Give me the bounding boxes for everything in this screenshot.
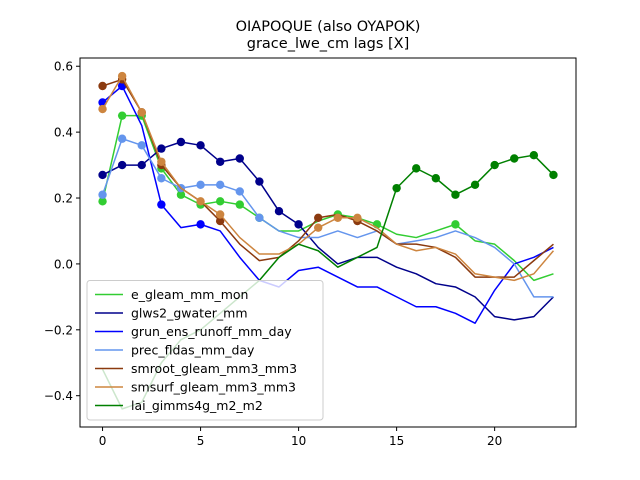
legend-label: e_gleam_mm_mon: [131, 287, 248, 302]
data-point: [137, 108, 146, 117]
data-point: [157, 174, 166, 183]
data-point: [157, 144, 166, 153]
data-point: [98, 104, 107, 114]
axes-layer: 0 5 10 15 20 −0.4 −0.2 0.0 0.2 0.4 0.6: [44, 60, 502, 448]
data-point: [157, 157, 166, 166]
legend: e_gleam_mm_mon glws2_gwater_mm grun_ens_ru…: [86, 280, 324, 421]
series-layer: [98, 71, 558, 410]
data-point: [176, 190, 186, 199]
data-point: [215, 180, 225, 190]
x-tick-label: 15: [389, 434, 404, 448]
x-tick-label: 10: [291, 434, 306, 448]
y-tick-label: −0.4: [44, 389, 73, 403]
series-line-grun_ens_runoff_mm_day: [102, 85, 554, 324]
data-point: [510, 154, 519, 163]
y-tick-label: 0.4: [54, 126, 73, 140]
data-point: [294, 220, 303, 229]
data-point: [117, 111, 127, 120]
legend-label: smroot_gleam_mm3_mm3: [131, 361, 297, 376]
x-tick-label: 5: [197, 434, 205, 448]
data-point: [451, 190, 460, 199]
data-point: [215, 210, 225, 219]
data-point: [196, 141, 205, 150]
legend-item: smsurf_gleam_mm3_mm3: [95, 380, 296, 395]
legend-box: [86, 280, 324, 421]
legend-item: smroot_gleam_mm3_mm3: [95, 361, 297, 376]
data-point: [157, 200, 166, 209]
chart-subtitle: grace_lwe_cm lags [X]: [247, 36, 410, 52]
data-point: [98, 190, 107, 199]
data-point: [98, 81, 107, 91]
legend-label: grun_ens_runoff_mm_day: [131, 324, 292, 339]
data-point: [431, 174, 441, 183]
data-point: [215, 157, 225, 166]
legend-item: prec_fldas_mm_day: [95, 343, 255, 358]
y-tick-label: 0.6: [54, 60, 73, 74]
data-point: [215, 216, 225, 226]
data-point: [137, 141, 146, 150]
data-point: [196, 197, 205, 206]
legend-item: lai_gimms4g_m2_m2: [95, 398, 263, 413]
data-point: [314, 213, 323, 222]
legend-item: glws2_gwater_mm: [95, 306, 248, 321]
data-point: [98, 197, 107, 206]
y-tick-label: 0.2: [54, 192, 73, 206]
data-point: [470, 180, 480, 190]
legend-label: lai_gimms4g_m2_m2: [131, 398, 263, 413]
data-point: [117, 134, 127, 143]
data-point: [235, 200, 244, 209]
data-point: [235, 154, 244, 163]
data-point: [215, 197, 225, 206]
data-point: [392, 183, 401, 193]
series-line-smsurf_gleam_mm3_mm3: [101, 75, 555, 282]
data-point: [333, 213, 342, 222]
data-point: [451, 220, 460, 229]
data-point: [314, 223, 323, 232]
data-point: [196, 180, 205, 190]
plot-frame: [79, 57, 577, 428]
legend-item: grun_ens_runoff_mm_day: [95, 324, 292, 339]
data-point: [549, 170, 558, 180]
data-point: [176, 137, 186, 147]
x-tick-label: 20: [487, 434, 502, 448]
data-point: [353, 213, 362, 222]
y-tick-label: −0.2: [44, 323, 73, 337]
data-point: [255, 177, 264, 186]
legend-label: smsurf_gleam_mm3_mm3: [131, 380, 296, 395]
legend-label: prec_fldas_mm_day: [131, 343, 255, 358]
data-point: [235, 187, 244, 196]
chart-title: OIAPOQUE (also OYAPOK): [236, 19, 421, 35]
x-tick-label: 0: [99, 434, 107, 448]
legend-item: e_gleam_mm_mon: [95, 287, 248, 302]
data-point: [98, 170, 107, 180]
data-point: [117, 160, 127, 170]
series-smsurf_gleam_mm3_mm3: [98, 71, 555, 282]
data-point: [529, 150, 539, 160]
data-point: [412, 164, 421, 173]
data-point: [137, 160, 146, 170]
data-point: [196, 220, 205, 229]
data-point: [490, 160, 499, 170]
data-point: [274, 207, 284, 216]
series-glws2_gwater_mm: [98, 137, 554, 321]
legend-label: glws2_gwater_mm: [131, 306, 248, 321]
data-point: [117, 71, 127, 81]
y-tick-label: 0.0: [54, 257, 73, 271]
data-point: [255, 213, 264, 222]
